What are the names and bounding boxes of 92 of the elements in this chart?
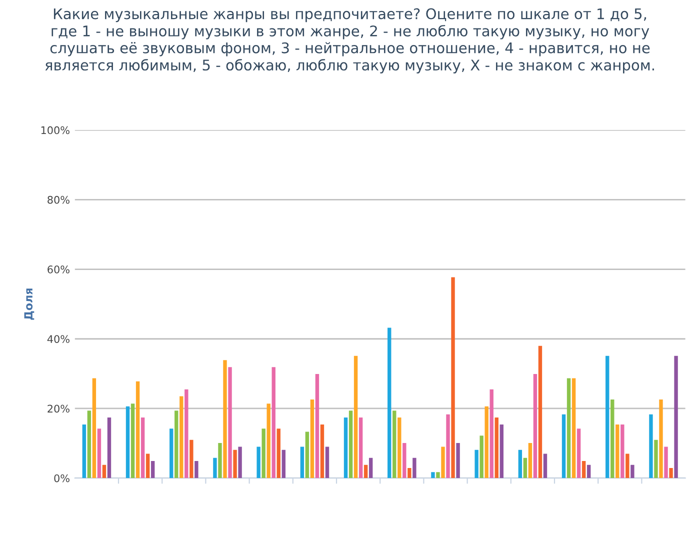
bar — [566, 378, 571, 478]
bar — [616, 424, 620, 478]
bar — [194, 461, 198, 478]
bar — [474, 450, 478, 478]
bar — [480, 436, 484, 478]
bar — [630, 464, 634, 478]
bar — [388, 328, 392, 478]
bar — [538, 346, 542, 478]
y-tick-label: 0% — [54, 474, 70, 482]
bar — [610, 399, 614, 478]
bar — [344, 418, 348, 478]
bar — [606, 356, 610, 478]
bar — [266, 404, 270, 478]
bar — [170, 428, 174, 478]
bar — [669, 468, 673, 478]
bar — [456, 442, 460, 478]
bar — [150, 461, 155, 478]
bar — [523, 458, 528, 478]
bar — [325, 446, 330, 478]
bar — [82, 424, 86, 478]
bar — [576, 428, 581, 478]
bar — [305, 432, 310, 478]
bar — [484, 406, 488, 478]
y-tick-label: 80% — [48, 196, 70, 204]
bar — [533, 374, 538, 478]
bar — [130, 404, 135, 478]
bar — [87, 410, 92, 478]
bar — [315, 374, 320, 478]
bar — [310, 399, 314, 478]
bar — [228, 367, 232, 478]
bar — [233, 450, 237, 478]
bar — [102, 464, 106, 478]
bar — [674, 356, 678, 478]
bar — [282, 450, 286, 478]
bar — [402, 442, 406, 478]
bar — [146, 454, 150, 478]
bar — [126, 406, 130, 478]
bar — [368, 458, 373, 478]
bar — [92, 378, 96, 478]
bar — [572, 378, 576, 478]
bar — [97, 428, 102, 478]
bar — [276, 428, 280, 478]
bar — [320, 424, 324, 478]
bar — [408, 468, 412, 478]
bar — [300, 446, 304, 478]
bar — [582, 461, 586, 478]
y-tick-label: 20% — [48, 404, 70, 413]
bar — [180, 396, 184, 478]
bar — [586, 464, 591, 478]
bar — [649, 414, 653, 478]
bar — [412, 458, 416, 478]
bar — [441, 446, 445, 478]
bar — [436, 472, 440, 478]
bar — [190, 440, 194, 478]
bar — [262, 428, 266, 478]
bar — [136, 381, 140, 478]
bar — [256, 446, 260, 478]
bar — [500, 424, 504, 478]
bar — [654, 440, 658, 478]
bar — [107, 418, 112, 478]
y-axis-title: Доля — [24, 288, 34, 320]
bar — [272, 367, 276, 478]
bar — [364, 464, 368, 478]
bar — [490, 389, 494, 478]
bar — [431, 472, 435, 478]
bar — [446, 414, 450, 478]
bar — [174, 410, 178, 478]
y-tick-label: 60% — [48, 266, 70, 274]
bar — [543, 454, 548, 478]
chart-title: Какие музыкальные жанры вы предпочитаете? Оцените по шкале от 1 до 5, где 1 - не выношу музыки в этом жанре, 2 - не люблю такую музыку, но могу слушать её звуковым фоном, 3 - нейтральное отношение, 4 - нравится, но не является любимым, 5 - обожаю, люблю такую музыку, X - не знаком с жанром. — [45, 8, 654, 74]
bar — [238, 446, 242, 478]
bar — [348, 410, 353, 478]
bar — [494, 418, 498, 478]
bar — [140, 418, 145, 478]
bar — [664, 446, 668, 478]
y-tick-label: 40% — [47, 335, 70, 343]
bar — [354, 356, 358, 478]
bar — [218, 442, 222, 478]
bar — [528, 442, 532, 478]
y-tick-label: 100% — [41, 126, 70, 134]
bar — [398, 418, 402, 478]
bar — [562, 414, 566, 478]
bar — [620, 424, 624, 478]
bar — [358, 418, 363, 478]
bar — [392, 410, 396, 478]
bar — [451, 277, 455, 478]
bar — [626, 454, 630, 478]
bar — [659, 399, 663, 478]
bar — [213, 458, 217, 478]
bar — [223, 360, 227, 478]
bar — [184, 389, 188, 478]
bar — [518, 450, 522, 478]
